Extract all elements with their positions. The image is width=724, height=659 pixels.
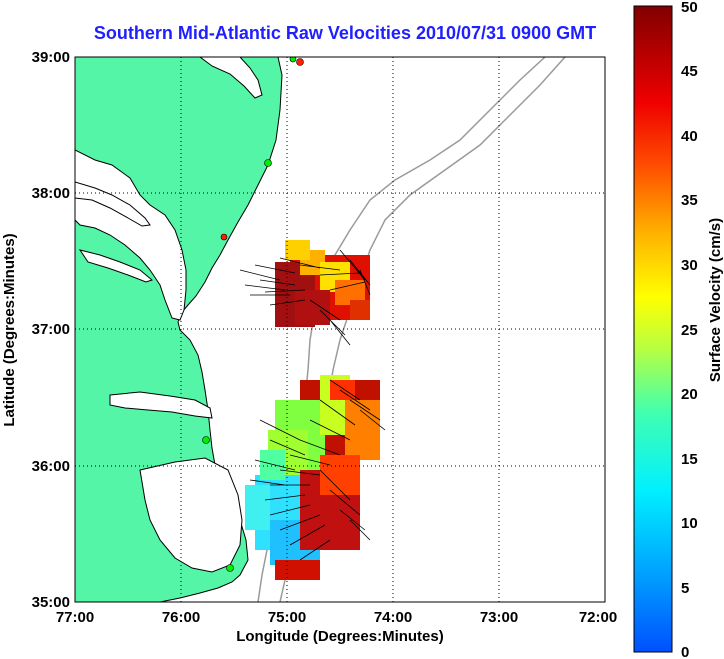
- x-tick-label: 73:00: [480, 609, 518, 626]
- x-tick-label: 76:00: [162, 609, 200, 626]
- velocity-vectors: [239, 249, 386, 561]
- y-axis-label: Latitude (Degrees:Minutes): [1, 233, 18, 426]
- colorbar-tick-label: 15: [681, 451, 698, 468]
- station-marker: [289, 57, 297, 63]
- colorbar-tick-label: 0: [681, 644, 689, 659]
- colorbar-tick-label: 20: [681, 386, 698, 403]
- velocity-field-south: [245, 375, 380, 580]
- y-tick-label: 36:00: [32, 458, 70, 475]
- x-tick-label: 75:00: [268, 609, 306, 626]
- station-marker: [226, 564, 234, 572]
- colorbar-tick-label: 45: [681, 63, 698, 80]
- y-tick-label: 38:00: [32, 185, 70, 202]
- colorbar-tick-label: 50: [681, 0, 698, 16]
- y-tick-label: 39:00: [32, 49, 70, 66]
- colorbar-tick-label: 10: [681, 515, 698, 532]
- plot-frame: [74, 56, 606, 603]
- colorbar: [633, 5, 673, 653]
- colorbar-label: Surface Velocity (cm/s): [707, 218, 724, 382]
- station-marker: [220, 233, 228, 241]
- velocity-field-north: [275, 240, 370, 327]
- y-tick-label: 37:00: [32, 321, 70, 338]
- colorbar-tick-label: 5: [681, 580, 689, 597]
- colorbar-tick-label: 40: [681, 128, 698, 145]
- albemarle-sound: [109, 391, 213, 419]
- station-marker: [202, 436, 210, 444]
- colorbar-tick-label: 30: [681, 257, 698, 274]
- station-marker: [296, 58, 304, 66]
- colorbar-tick-label: 35: [681, 192, 698, 209]
- y-axis: 39:00 38:00 37:00 36:00 35:00: [32, 49, 70, 611]
- y-tick-label: 35:00: [32, 594, 70, 611]
- rappahannock-river: [78, 249, 154, 283]
- colorbar-ticks: 50 45 40 35 30 25 20 15 10 5 0: [681, 0, 698, 659]
- x-tick-label: 77:00: [56, 609, 94, 626]
- potomac-river: [75, 181, 151, 227]
- delaware-bay: [199, 57, 263, 99]
- station-marker: [264, 159, 272, 167]
- x-axis: 77:00 76:00 75:00 74:00 73:00 72:00: [56, 609, 617, 626]
- map-grid: [75, 57, 605, 602]
- x-tick-label: 72:00: [579, 609, 617, 626]
- x-axis-label: Longitude (Degrees:Minutes): [236, 628, 444, 645]
- colorbar-tick-label: 25: [681, 322, 698, 339]
- x-tick-label: 74:00: [374, 609, 412, 626]
- map-title: Southern Mid-Atlantic Raw Velocities 201…: [94, 23, 596, 43]
